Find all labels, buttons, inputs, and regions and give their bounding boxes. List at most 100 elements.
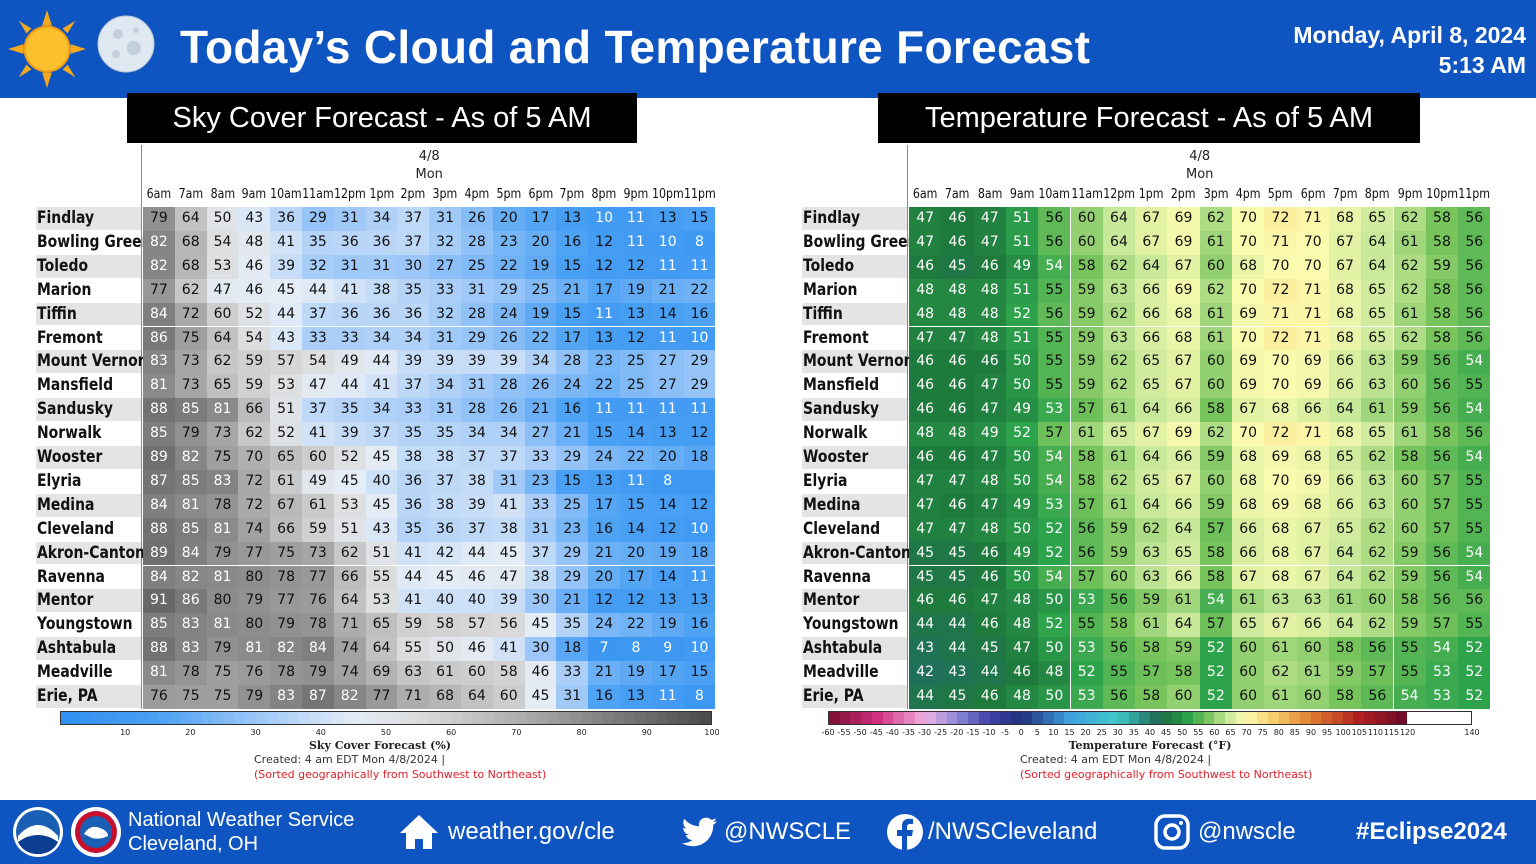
city-label: Ashtabula: [803, 638, 883, 659]
heatmap-cell: 74: [333, 637, 366, 662]
heatmap-cell: 44: [909, 613, 942, 638]
heatmap-cell: 22: [620, 446, 652, 470]
heatmap-cell: 48: [973, 278, 1006, 303]
row-label-band: [36, 398, 141, 422]
hour-label: 8pm: [1364, 187, 1390, 202]
heatmap-cell: 19: [620, 661, 652, 685]
city-label: Sandusky: [37, 399, 113, 420]
city-label: Ashtabula: [37, 638, 117, 659]
heatmap-cell: 35: [397, 278, 430, 303]
colorbar-swatch: [418, 712, 430, 724]
moon-icon: [97, 15, 155, 73]
heatmap-cell: 11: [588, 302, 620, 327]
city-label: Mentor: [803, 590, 860, 611]
heatmap-cell: 50: [1005, 469, 1039, 494]
heatmap-cell: 56: [1425, 398, 1459, 423]
heatmap-cell: 37: [302, 302, 334, 327]
website-link[interactable]: weather.gov/cle: [398, 800, 615, 864]
heatmap-cell: 44: [333, 374, 366, 399]
colorbar-swatch: [1439, 712, 1450, 724]
colorbar-swatch: [1075, 712, 1086, 724]
heatmap-cell: 60: [1199, 374, 1232, 399]
city-label: Erie, PA: [803, 686, 864, 706]
colorbar-swatch: [1192, 712, 1204, 724]
heatmap-cell: 65: [1135, 374, 1168, 399]
city-label: Mansfield: [37, 375, 114, 396]
heatmap-cell: 43: [270, 326, 302, 351]
colorbar-swatch: [515, 712, 527, 724]
heatmap-cell: 61: [1199, 326, 1232, 351]
heatmap-cell: 50: [206, 207, 239, 231]
heatmap-cell: 60: [302, 446, 334, 470]
heatmap-cell: 34: [365, 326, 398, 351]
heatmap-cell: 38: [429, 446, 461, 470]
heatmap-cell: 43: [909, 637, 942, 662]
heatmap-cell: 68: [1232, 493, 1265, 518]
colorbar-swatch: [1267, 712, 1279, 724]
heatmap-cell: 68: [1264, 517, 1297, 542]
heatmap-cell: 82: [143, 230, 175, 255]
heatmap-cell: 63: [1135, 541, 1168, 566]
heatmap-cell: 11: [620, 230, 652, 255]
row-label-band: [36, 207, 141, 230]
facebook-link[interactable]: /NWSCleveland: [886, 800, 1097, 864]
heatmap-cell: 62: [1102, 302, 1136, 327]
colorbar-tick-label: 20: [185, 728, 196, 737]
heatmap-cell: 65: [1361, 207, 1394, 231]
colorbar-swatch: [1364, 712, 1375, 724]
heatmap-cell: 28: [492, 374, 525, 399]
city-label: Findlay: [37, 208, 95, 228]
city-label: Norwalk: [37, 423, 102, 444]
colorbar-swatch: [1214, 712, 1226, 724]
city-label: Ravenna: [37, 566, 105, 587]
eclipse-hashtag: #Eclipse2024: [1356, 818, 1507, 845]
colorbar-tick-label: 5: [1034, 728, 1040, 737]
heatmap-cell: 32: [302, 254, 334, 279]
facebook-handle: /NWSCleveland: [928, 818, 1098, 845]
heatmap-cell: 64: [1328, 398, 1362, 423]
heatmap-cell: 70: [1232, 278, 1265, 303]
heatmap-cell: 57: [1425, 517, 1459, 542]
heatmap-cell: 82: [143, 254, 175, 279]
heatmap-cell: 54: [1458, 541, 1491, 566]
heatmap-cell: 69: [1296, 469, 1329, 494]
colorbar-swatch: [158, 712, 170, 724]
heatmap-cell: 56: [1361, 685, 1394, 709]
colorbar-swatch: [223, 712, 235, 724]
heatmap-cell: 79: [206, 637, 239, 662]
twitter-link[interactable]: @NWSCLE: [682, 800, 851, 864]
temp-panel-title: Temperature Forecast - As of 5 AM: [878, 93, 1420, 143]
heatmap-cell: 29: [461, 326, 493, 351]
heatmap-cell: 59: [1425, 254, 1459, 279]
city-label: Findlay: [803, 208, 861, 228]
heatmap-cell: 56: [1425, 350, 1459, 375]
colorbar-swatch: [1374, 712, 1386, 724]
heatmap-cell: 46: [909, 254, 942, 279]
heatmap-cell: 69: [1264, 493, 1297, 518]
colorbar-swatch: [580, 712, 592, 724]
heatmap-cell: 70: [1232, 422, 1265, 446]
colorbar-swatch: [353, 712, 365, 724]
colorbar-swatch: [1000, 712, 1011, 724]
heatmap-cell: 29: [302, 207, 334, 231]
heatmap-cell: 11: [620, 207, 652, 231]
heatmap-cell: 60: [1361, 589, 1394, 614]
heatmap-cell: 60: [1393, 374, 1426, 399]
day-label: Mon: [1185, 167, 1214, 182]
colorbar-swatch: [439, 712, 451, 724]
heatmap-cell: 52: [1070, 661, 1103, 685]
heatmap-cell: 67: [1167, 374, 1200, 399]
heatmap-cell: 47: [909, 493, 942, 518]
colorbar-swatch: [180, 712, 191, 724]
heatmap-cell: 71: [1296, 326, 1329, 351]
heatmap-cell: 35: [397, 422, 430, 446]
row-label-band: [36, 637, 141, 661]
colorbar-swatch: [1064, 712, 1076, 724]
city-label: Bowling Green: [37, 231, 152, 252]
instagram-link[interactable]: @nwscle: [1154, 800, 1296, 864]
heatmap-cell: 26: [461, 207, 493, 231]
heatmap-cell: 44: [973, 661, 1006, 685]
colorbar-swatch: [1299, 712, 1311, 724]
heatmap-cell: 52: [1458, 661, 1491, 685]
heatmap-cell: 36: [397, 469, 430, 494]
